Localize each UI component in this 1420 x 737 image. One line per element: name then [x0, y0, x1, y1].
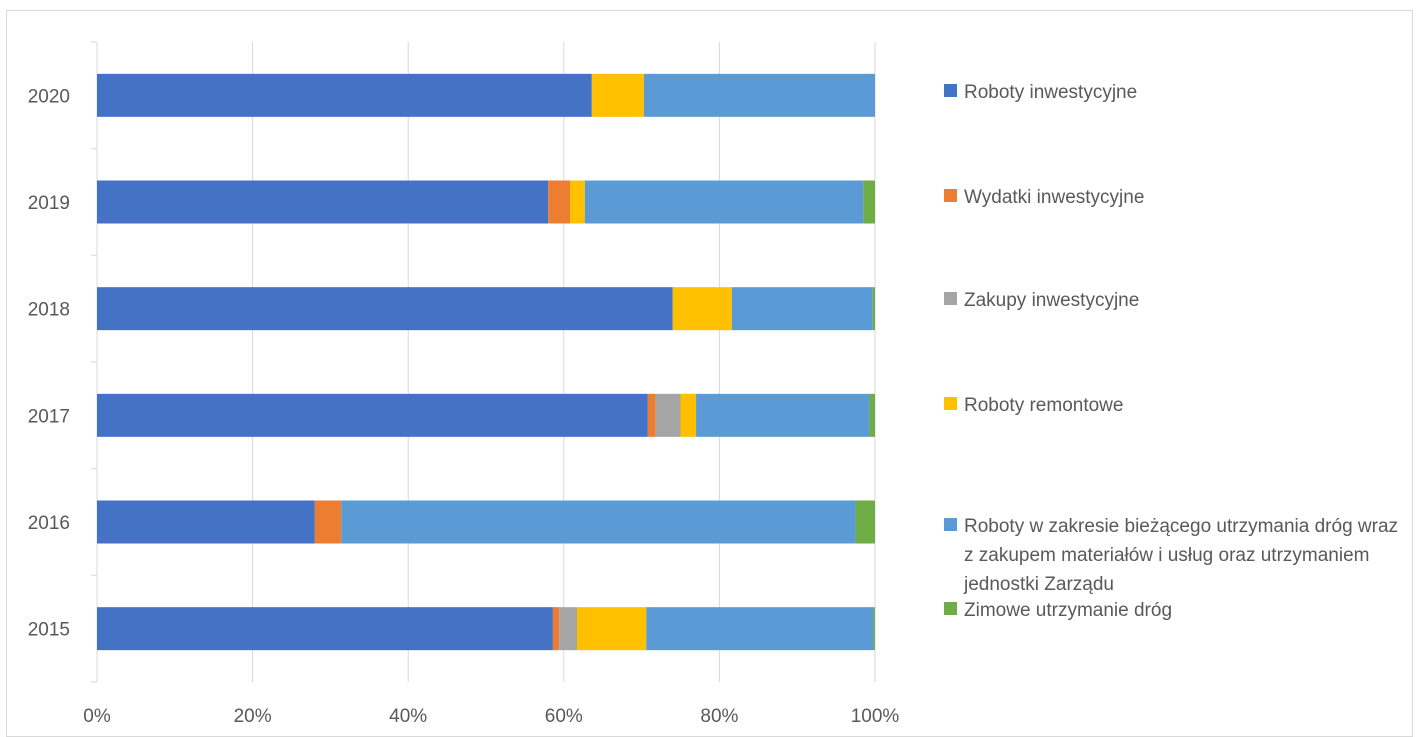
bar-segment [680, 393, 697, 437]
bar-segment [341, 500, 856, 544]
legend-swatch [944, 189, 957, 202]
bar-segment [97, 393, 648, 437]
legend-item: Wydatki inwestycyjne [944, 183, 1409, 212]
stacked-bar-chart: 0% 20% 40% 60% 80% 100% 2020 2019 2018 2017 2016 20… [28, 41, 900, 727]
category-label: 2015 [28, 620, 70, 641]
legend-item: Zimowe utrzymanie dróg [944, 596, 1409, 625]
category-label: 2018 [28, 300, 70, 321]
bar-segment [591, 73, 644, 117]
bar-segment [873, 607, 875, 651]
bar-segment [872, 287, 875, 331]
legend-swatch [944, 602, 957, 615]
x-tick-label: 60% [545, 706, 583, 727]
bar-segment [97, 73, 592, 117]
bar-segment [97, 180, 549, 224]
bar-segment [97, 287, 673, 331]
bar-segment [314, 500, 342, 544]
bar-segment [655, 393, 681, 437]
bar-segment [570, 180, 585, 224]
category-label: 2020 [28, 86, 70, 107]
legend-item: Roboty w zakresie bieżącego utrzymania d… [944, 512, 1409, 599]
x-tick-label: 40% [389, 706, 427, 727]
bar-segment [869, 393, 875, 437]
legend-label: Zimowe utrzymanie dróg [964, 600, 1173, 621]
category-label: 2017 [28, 406, 70, 427]
legend: Roboty inwestycyjne Wydatki inwestycyjne Z… [944, 0, 1414, 737]
bar-segment [672, 287, 732, 331]
bar-segment [646, 607, 874, 651]
legend-item: Roboty remontowe [944, 391, 1409, 420]
bar-segment [863, 180, 875, 224]
legend-label: Roboty w zakresie bieżącego utrzymania d… [964, 516, 1399, 595]
bar-segment [584, 180, 864, 224]
bar-segment [577, 607, 647, 651]
legend-label: Roboty remontowe [964, 395, 1124, 416]
category-label: 2019 [28, 193, 70, 214]
x-tick-label: 20% [234, 706, 272, 727]
bar-segment [647, 393, 656, 437]
bar-segment [696, 393, 870, 437]
legend-item: Zakupy inwestycyjne [944, 286, 1409, 315]
bar-segment [559, 607, 578, 651]
bar-segment [643, 73, 875, 117]
bar-segment [548, 180, 571, 224]
bar-segment [97, 607, 553, 651]
legend-swatch [944, 84, 957, 97]
legend-label: Zakupy inwestycyjne [964, 290, 1140, 311]
legend-label: Wydatki inwestycyjne [964, 187, 1145, 208]
x-tick-label: 80% [700, 706, 738, 727]
category-label: 2016 [28, 513, 70, 534]
legend-swatch [944, 518, 957, 531]
legend-swatch [944, 397, 957, 410]
x-tick-label: 0% [83, 706, 111, 727]
bar-segment [855, 500, 875, 544]
legend-label: Roboty inwestycyjne [964, 82, 1138, 103]
bar-segment [731, 287, 873, 331]
bar-segment [97, 500, 315, 544]
bar-segment [552, 607, 560, 651]
legend-swatch [944, 292, 957, 305]
x-tick-label: 100% [851, 706, 900, 727]
legend-item: Roboty inwestycyjne [944, 78, 1409, 107]
